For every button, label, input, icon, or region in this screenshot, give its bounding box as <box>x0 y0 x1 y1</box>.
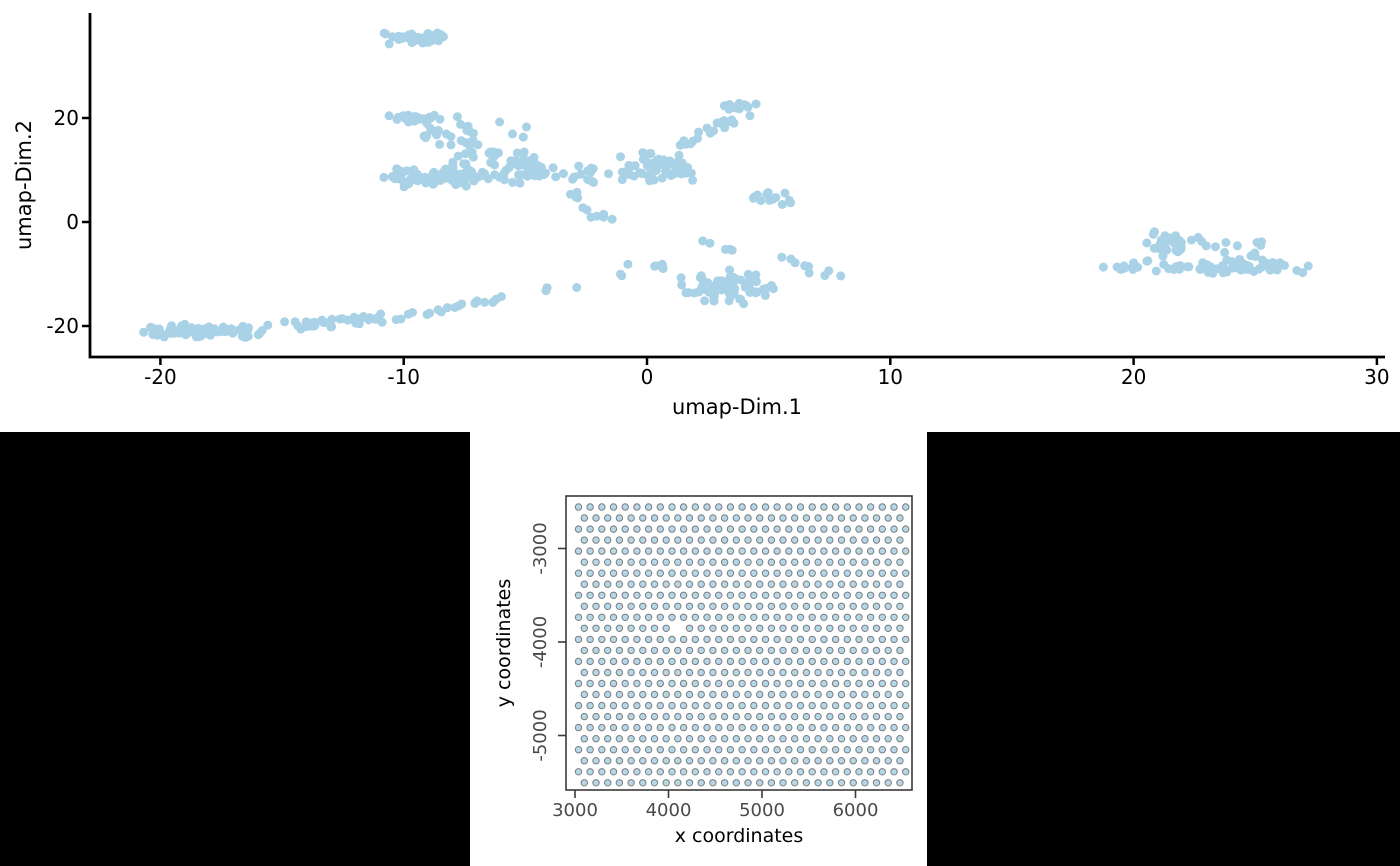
x-axis-ticks: 3000 4000 5000 6000 <box>552 790 878 821</box>
y-axis-tick-label: -20 <box>46 314 79 338</box>
y-axis-tick-label: -3000 <box>530 522 551 574</box>
bottom-band: 3000 4000 5000 6000 -3000 -4000 -5000 x coordin… <box>0 432 1400 866</box>
y-axis-tick-label: 20 <box>54 106 79 130</box>
x-axis-title: umap-Dim.1 <box>672 395 802 419</box>
x-axis-tick-label: 5000 <box>739 800 785 821</box>
x-axis-tick-label: -10 <box>387 365 420 389</box>
plot-frame <box>565 495 913 791</box>
x-axis-tick-label: 20 <box>1121 365 1146 389</box>
y-axis-title: umap-Dim.2 <box>12 120 36 250</box>
x-axis-tick-label: 30 <box>1364 365 1389 389</box>
x-axis-tick-label: 0 <box>641 365 654 389</box>
spatial-grid-svg: 3000 4000 5000 6000 -3000 -4000 -5000 x coordin… <box>493 495 913 847</box>
y-axis-tick-label: -5000 <box>530 709 551 761</box>
black-mask-right <box>927 432 1400 866</box>
umap-scatter-svg: -20 -10 0 10 20 30 -20 0 20 umap-Dim.1 umap-Dim.2 <box>12 13 1390 419</box>
x-axis-tick-label: 3000 <box>552 800 598 821</box>
y-axis-tick-label: -4000 <box>530 616 551 668</box>
y-axis-ticks: -3000 -4000 -5000 <box>530 522 566 762</box>
grid-dots-layer <box>574 503 910 787</box>
umap-scatter-figure: -20 -10 0 10 20 30 -20 0 20 umap-Dim.1 umap-Dim.2 <box>0 0 1400 432</box>
x-axis-tick-label: 10 <box>878 365 903 389</box>
x-axis-tick-label: 4000 <box>646 800 692 821</box>
black-mask-left <box>0 432 470 866</box>
y-axis-ticks: -20 0 20 <box>46 106 90 338</box>
spatial-grid-panel: 3000 4000 5000 6000 -3000 -4000 -5000 x coordin… <box>470 432 927 866</box>
axis-lines <box>88 13 1385 359</box>
x-axis-tick-label: 6000 <box>833 800 879 821</box>
x-axis-title: x coordinates <box>675 825 804 847</box>
y-axis-title: y coordinates <box>493 579 515 708</box>
y-axis-tick-label: 0 <box>66 210 79 234</box>
x-axis-ticks: -20 -10 0 10 20 30 <box>144 357 1390 389</box>
x-axis-tick-label: -20 <box>144 365 177 389</box>
scatter-points-layer <box>139 28 1313 342</box>
